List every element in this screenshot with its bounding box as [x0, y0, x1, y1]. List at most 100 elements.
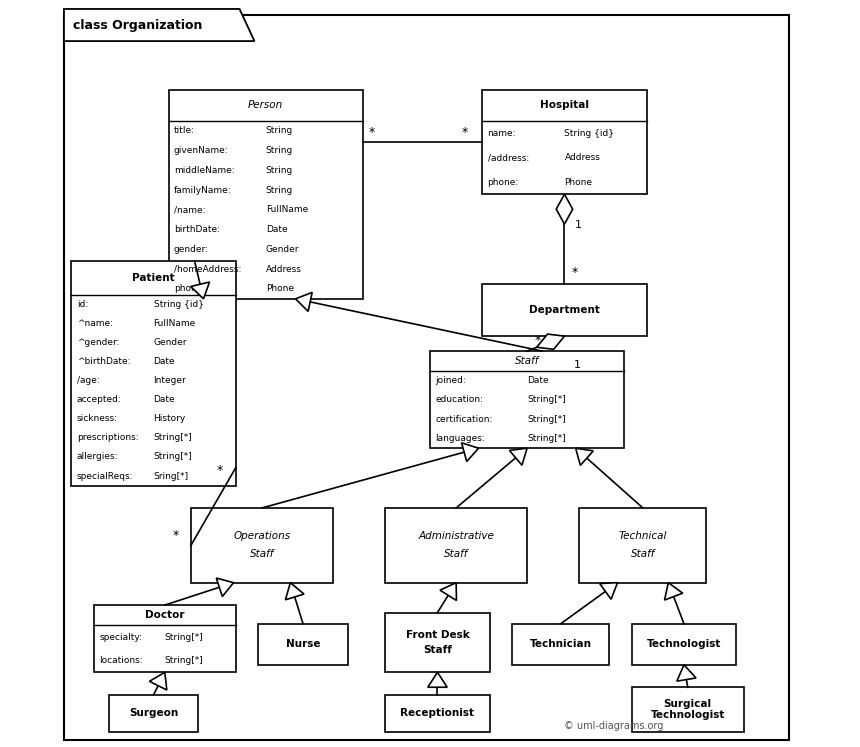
Text: /homeAddress:: /homeAddress:	[174, 264, 241, 273]
Text: String: String	[266, 186, 293, 195]
Text: id:: id:	[77, 300, 88, 309]
Text: String[*]: String[*]	[154, 453, 193, 462]
Text: Technical: Technical	[618, 531, 667, 542]
FancyBboxPatch shape	[482, 284, 647, 336]
Text: 1: 1	[574, 359, 580, 370]
Text: FullName: FullName	[154, 319, 196, 328]
Text: Gender: Gender	[154, 338, 187, 347]
Text: certification:: certification:	[435, 415, 493, 424]
Polygon shape	[575, 448, 593, 465]
Text: specialReqs:: specialReqs:	[77, 471, 133, 480]
Text: Phone: Phone	[564, 178, 593, 187]
FancyBboxPatch shape	[632, 687, 744, 732]
Text: Front Desk: Front Desk	[406, 630, 470, 640]
FancyBboxPatch shape	[385, 695, 489, 732]
Text: Surgical: Surgical	[664, 699, 712, 709]
Text: FullName: FullName	[266, 205, 308, 214]
Text: joined:: joined:	[435, 376, 466, 385]
Text: String[*]: String[*]	[527, 434, 566, 443]
Text: String[*]: String[*]	[165, 633, 204, 642]
Polygon shape	[665, 583, 683, 600]
Text: name:: name:	[488, 128, 516, 137]
Text: Technologist: Technologist	[650, 710, 725, 720]
Text: ^gender:: ^gender:	[77, 338, 120, 347]
Text: Address: Address	[564, 153, 600, 162]
Text: middleName:: middleName:	[174, 166, 235, 175]
Text: accepted:: accepted:	[77, 395, 121, 404]
Text: Staff: Staff	[515, 356, 539, 366]
Text: History: History	[154, 415, 186, 424]
Polygon shape	[64, 9, 255, 41]
Text: allergies:: allergies:	[77, 453, 118, 462]
Text: sickness:: sickness:	[77, 415, 118, 424]
Text: prescriptions:: prescriptions:	[77, 433, 138, 442]
Text: /age:: /age:	[77, 376, 100, 385]
Polygon shape	[599, 583, 617, 599]
Text: Date: Date	[154, 395, 175, 404]
Polygon shape	[150, 672, 167, 690]
Polygon shape	[191, 282, 210, 299]
Text: Operations: Operations	[233, 531, 291, 542]
Text: Staff: Staff	[444, 549, 469, 560]
Text: specialty:: specialty:	[99, 633, 142, 642]
Text: String: String	[266, 166, 293, 175]
FancyBboxPatch shape	[385, 508, 527, 583]
Text: String[*]: String[*]	[527, 395, 566, 404]
Text: title:: title:	[174, 126, 194, 135]
FancyBboxPatch shape	[169, 90, 363, 299]
Text: Surgeon: Surgeon	[129, 708, 178, 719]
Text: Date: Date	[527, 376, 549, 385]
Text: Integer: Integer	[154, 376, 187, 385]
FancyBboxPatch shape	[71, 261, 236, 486]
Text: Person: Person	[248, 100, 283, 111]
Text: String[*]: String[*]	[165, 656, 204, 665]
Text: *: *	[172, 530, 179, 542]
Text: 1: 1	[575, 220, 582, 230]
FancyBboxPatch shape	[64, 15, 789, 740]
Text: Staff: Staff	[249, 549, 274, 560]
Text: ^birthDate:: ^birthDate:	[77, 357, 130, 366]
Text: Nurse: Nurse	[286, 639, 320, 649]
Text: Administrative: Administrative	[418, 531, 494, 542]
Polygon shape	[217, 578, 234, 597]
Text: Date: Date	[266, 225, 287, 234]
Text: class Organization: class Organization	[73, 19, 202, 32]
Text: © uml-diagrams.org: © uml-diagrams.org	[564, 721, 664, 731]
Text: String[*]: String[*]	[154, 433, 193, 442]
Text: familyName:: familyName:	[174, 186, 231, 195]
Text: *: *	[572, 267, 578, 279]
Text: givenName:: givenName:	[174, 146, 229, 155]
Text: Doctor: Doctor	[145, 610, 185, 620]
Text: String {id}: String {id}	[564, 128, 614, 137]
Text: phone:: phone:	[174, 285, 205, 294]
FancyBboxPatch shape	[385, 613, 489, 672]
FancyBboxPatch shape	[632, 624, 736, 665]
Polygon shape	[440, 583, 457, 601]
Text: Technologist: Technologist	[647, 639, 722, 649]
Text: Receptionist: Receptionist	[401, 708, 475, 719]
Text: String: String	[266, 126, 293, 135]
Polygon shape	[462, 443, 478, 462]
Text: Sring[*]: Sring[*]	[154, 471, 188, 480]
Polygon shape	[537, 334, 564, 350]
Text: Phone: Phone	[266, 285, 293, 294]
Text: languages:: languages:	[435, 434, 485, 443]
Text: /name:: /name:	[174, 205, 206, 214]
Text: Hospital: Hospital	[540, 100, 589, 111]
Text: Date: Date	[154, 357, 175, 366]
FancyBboxPatch shape	[482, 90, 647, 194]
FancyBboxPatch shape	[108, 695, 199, 732]
FancyBboxPatch shape	[258, 624, 347, 665]
Text: birthDate:: birthDate:	[174, 225, 220, 234]
FancyBboxPatch shape	[94, 605, 236, 672]
Text: *: *	[461, 126, 468, 139]
Text: *: *	[217, 465, 224, 477]
Text: *: *	[369, 126, 375, 139]
Text: gender:: gender:	[174, 245, 209, 254]
Text: String: String	[266, 146, 293, 155]
Text: Gender: Gender	[266, 245, 299, 254]
Polygon shape	[296, 292, 312, 311]
Text: String {id}: String {id}	[154, 300, 204, 309]
Text: Patient: Patient	[132, 273, 175, 283]
Polygon shape	[286, 583, 304, 600]
